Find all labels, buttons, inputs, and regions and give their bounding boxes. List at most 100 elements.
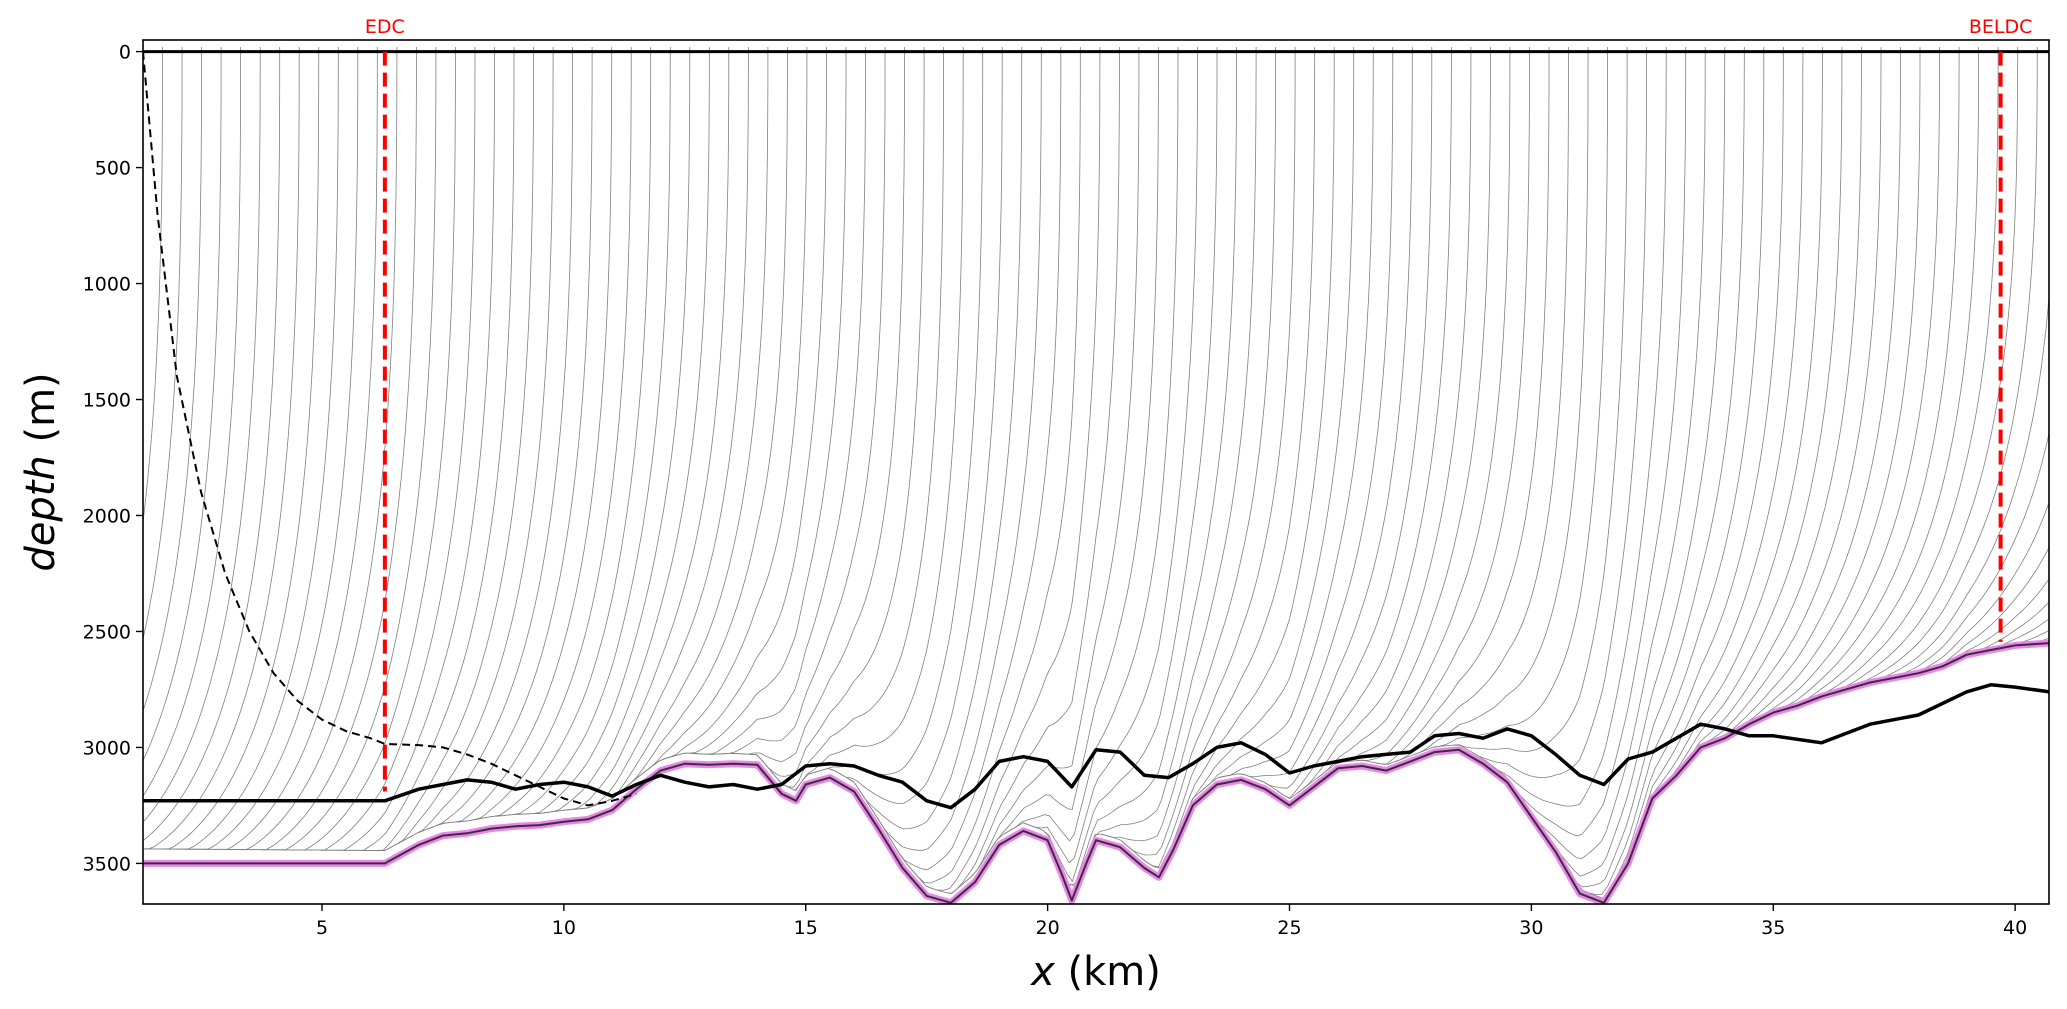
isochrone-line xyxy=(261,47,456,851)
isochrone-line xyxy=(1277,47,1472,799)
isochrone-line xyxy=(320,47,515,851)
y-tick-label: 3500 xyxy=(83,853,131,875)
isochrone-line xyxy=(301,47,495,851)
isochrone-line xyxy=(886,47,1081,884)
isochrone-line xyxy=(1530,46,1726,877)
isochrone-line xyxy=(1101,47,1296,856)
isochrone-lines xyxy=(143,46,2067,899)
isochrone-line xyxy=(143,47,241,797)
isochrone-line xyxy=(1062,47,1257,887)
y-tick-label: 2000 xyxy=(83,505,131,527)
isochrone-line xyxy=(203,47,398,850)
isochrone-line xyxy=(847,47,1042,851)
isochrone-line xyxy=(476,46,671,820)
isochrone-line xyxy=(1921,546,2049,671)
isochrone-line xyxy=(143,47,163,526)
isochrone-line xyxy=(1120,47,1316,868)
isochrone-line xyxy=(1863,291,2049,683)
isochrone-line xyxy=(593,47,788,807)
isochrone-line xyxy=(2059,47,2067,642)
isochrone-line xyxy=(613,47,808,799)
x-tick-label: 5 xyxy=(316,917,328,939)
isochrone-line xyxy=(1726,47,1921,735)
isochrone-line xyxy=(1003,47,1198,864)
isochrone-line xyxy=(1589,47,1784,899)
isochrone-line xyxy=(906,47,1101,891)
isochrone-line xyxy=(496,47,691,817)
isochrone-line xyxy=(1960,601,2049,657)
isochrone-line xyxy=(143,46,183,641)
isochrone-line xyxy=(1784,47,1979,707)
isochrone-line xyxy=(418,47,613,834)
isochrone-line xyxy=(1706,47,1901,743)
isochrone-line xyxy=(1335,47,1530,765)
isochrone-line xyxy=(515,47,710,815)
isochrone-line xyxy=(143,46,320,850)
isochrone-line xyxy=(359,47,554,851)
x-tick-label: 35 xyxy=(1761,917,1785,939)
y-tick-label: 0 xyxy=(119,42,131,64)
plot-frame xyxy=(142,39,2050,905)
x-tick-label: 20 xyxy=(1036,917,1060,939)
isochrone-line xyxy=(143,47,202,713)
isochrone-line xyxy=(1453,47,1647,779)
isochrone-line xyxy=(1902,501,2049,675)
isochrone-line xyxy=(1472,47,1667,807)
isochrone-line xyxy=(1042,46,1237,886)
isochrone-line xyxy=(984,47,1179,860)
isochrone-line xyxy=(1433,47,1628,752)
y-axis-title: depth (m) xyxy=(18,372,64,571)
x-tick-label: 15 xyxy=(794,917,818,939)
series-lines xyxy=(143,50,2049,904)
isochrone-line xyxy=(457,47,652,823)
y-tick-label: 2500 xyxy=(83,621,131,643)
isochrone-line xyxy=(1355,47,1550,765)
isochrone-line xyxy=(730,47,925,777)
ice-core-markers: EDC BELDC xyxy=(365,16,2032,792)
isochrone-line xyxy=(711,47,905,763)
isochrone-line xyxy=(652,47,847,767)
isochrone-line xyxy=(281,47,476,851)
isochrone-line xyxy=(1179,46,1374,829)
isochrone-line xyxy=(808,47,1003,804)
isochrone-line xyxy=(1765,47,1960,714)
isochrone-line xyxy=(535,47,730,815)
isochrone-line xyxy=(925,47,1120,895)
x-tick-label: 25 xyxy=(1277,917,1301,939)
isochrone-line xyxy=(1199,47,1394,794)
isochrone-line xyxy=(144,47,339,850)
isochrone-line xyxy=(828,46,1023,830)
y-tick-label: 1000 xyxy=(83,274,131,296)
isochrone-line xyxy=(437,47,632,826)
isochrone-line xyxy=(242,47,437,851)
isochrone-line xyxy=(1296,47,1491,794)
isochrone-line xyxy=(398,47,593,844)
isochrone-line xyxy=(143,47,261,823)
isochrone-line xyxy=(1609,47,1804,891)
isochrone-line xyxy=(143,47,222,762)
isochrone-line xyxy=(1569,47,1765,895)
isochrone-line xyxy=(183,47,378,850)
isochrone-line xyxy=(1941,578,2049,666)
isochrone-line xyxy=(1081,47,1276,867)
bedrock-core-line xyxy=(143,642,2049,904)
isochrone-line xyxy=(1159,47,1355,868)
isochrone-line xyxy=(1804,47,1999,701)
marker-label-edc: EDC xyxy=(365,16,405,38)
x-tick-label: 40 xyxy=(2003,917,2027,939)
isochrone-line xyxy=(222,47,417,850)
isochrone-line xyxy=(1316,47,1511,780)
isochrone-line xyxy=(964,47,1159,883)
isochrone-line xyxy=(1882,431,2049,679)
isochrone-line xyxy=(554,47,749,812)
isochrone-line xyxy=(340,46,534,851)
isochrone-line xyxy=(143,47,281,842)
isochrone-line xyxy=(1511,47,1706,859)
x-tick-label: 30 xyxy=(1519,917,1543,939)
y-tick-label: 3000 xyxy=(83,737,131,759)
isochrone-line xyxy=(1550,47,1745,888)
isochrone-line xyxy=(750,47,944,788)
isochrone-line xyxy=(164,47,359,850)
isochrone-line xyxy=(1491,47,1687,837)
